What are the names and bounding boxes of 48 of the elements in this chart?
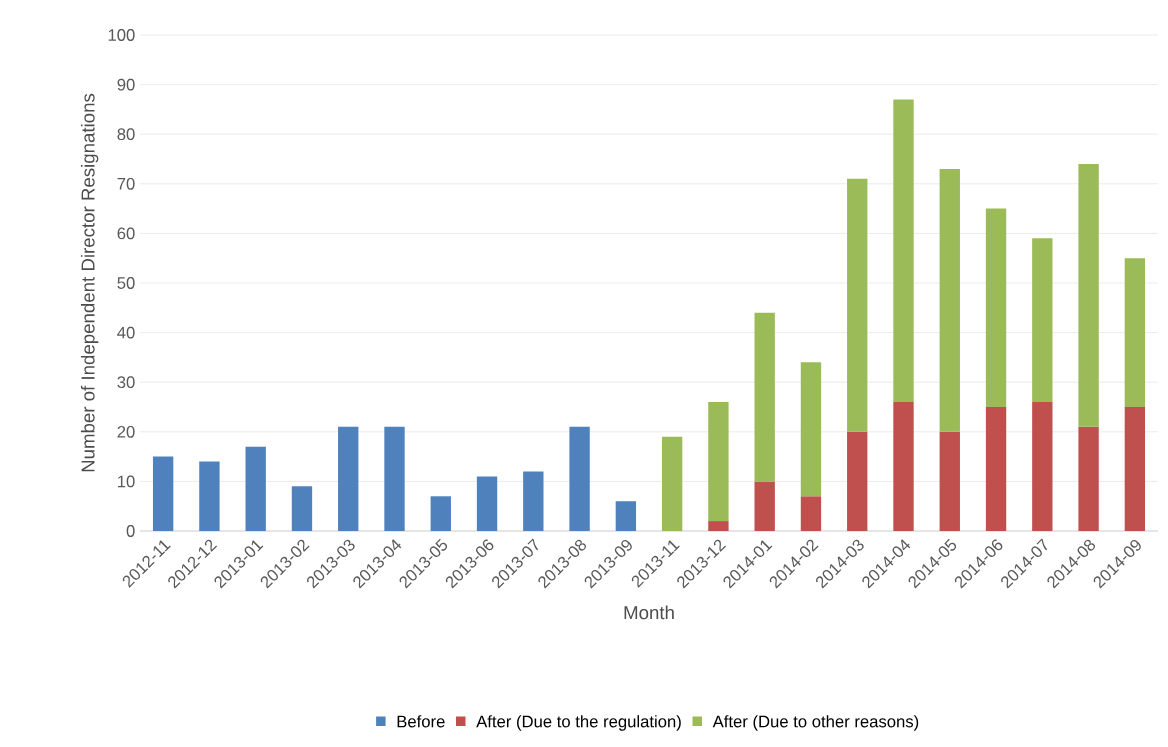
bar bbox=[661, 436, 683, 531]
bar bbox=[754, 312, 775, 482]
bar bbox=[1124, 258, 1146, 407]
bar bbox=[1078, 426, 1099, 531]
bar bbox=[430, 496, 451, 531]
bar bbox=[1078, 163, 1099, 427]
y-tick-label: 90 bbox=[117, 78, 135, 91]
bar bbox=[152, 456, 174, 531]
bar bbox=[476, 476, 498, 531]
y-tick-label: 10 bbox=[118, 475, 135, 488]
x-axis-title: Month bbox=[624, 605, 674, 620]
bar bbox=[708, 402, 729, 522]
y-tick-label: 30 bbox=[117, 376, 135, 389]
bar bbox=[199, 461, 220, 531]
bar bbox=[1124, 407, 1146, 531]
bar bbox=[939, 431, 960, 531]
y-tick-label: 0 bbox=[126, 525, 135, 537]
bar bbox=[754, 481, 775, 531]
y-tick-label: 80 bbox=[117, 128, 135, 141]
bar bbox=[569, 426, 590, 531]
bar bbox=[800, 496, 822, 531]
y-tick-label: 60 bbox=[117, 227, 135, 240]
y-tick-label: 20 bbox=[117, 425, 135, 438]
y-tick-label: 40 bbox=[117, 326, 135, 339]
y-tick-label: 70 bbox=[117, 177, 135, 190]
bar bbox=[939, 168, 960, 432]
bar bbox=[800, 362, 822, 497]
bar bbox=[1032, 402, 1053, 531]
bar bbox=[384, 426, 405, 531]
legend-label: After (Due to other reasons) bbox=[712, 715, 919, 731]
y-axis-title: Number of Independent Director Resignations bbox=[80, 93, 99, 472]
bar bbox=[615, 501, 637, 531]
bar bbox=[245, 446, 266, 531]
bar bbox=[1032, 238, 1053, 403]
bar bbox=[985, 407, 1007, 531]
bar bbox=[847, 431, 868, 531]
bar bbox=[338, 426, 359, 531]
legend-label: After (Due to the regulation) bbox=[476, 715, 681, 731]
bar bbox=[708, 521, 729, 531]
bar bbox=[291, 486, 313, 531]
bar bbox=[893, 99, 914, 403]
y-tick-label: 50 bbox=[117, 277, 135, 289]
y-tick-label: 100 bbox=[108, 29, 135, 41]
legend-label: Before bbox=[397, 715, 445, 728]
bar bbox=[523, 471, 544, 531]
bar bbox=[847, 178, 868, 432]
bar bbox=[893, 402, 914, 531]
bar bbox=[985, 208, 1007, 407]
